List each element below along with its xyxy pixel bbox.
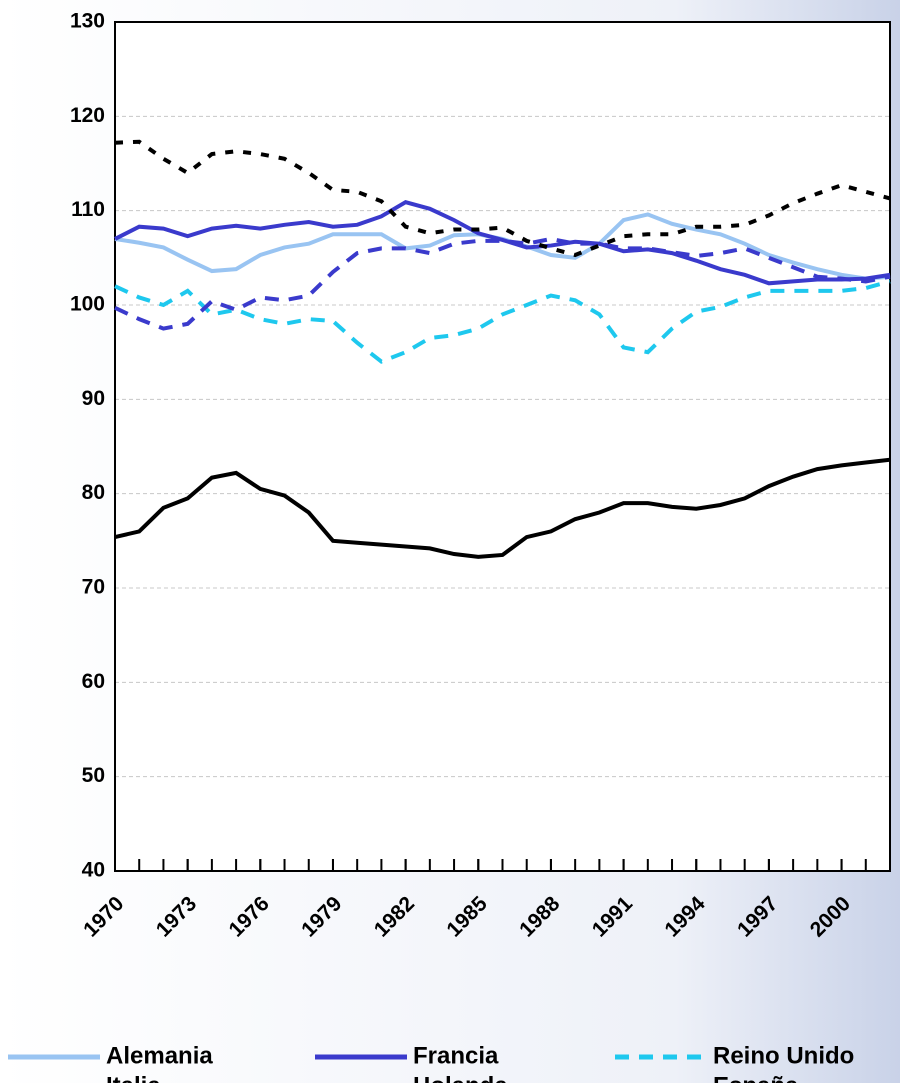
series-line: [114, 236, 891, 331]
y-tick-label: 50: [82, 764, 105, 787]
plot-area: [115, 22, 890, 871]
series-line: [114, 139, 891, 258]
legend-label: Italia: [106, 1072, 161, 1083]
y-tick-label: 70: [82, 576, 105, 599]
series-line: [114, 279, 891, 364]
y-tick-label: 120: [70, 104, 105, 127]
y-tick-label: 80: [82, 481, 105, 504]
series-line: [114, 200, 891, 286]
y-tick-label: 60: [82, 670, 105, 693]
y-tick-label: 40: [82, 859, 105, 882]
y-tick-label: 90: [82, 387, 105, 410]
y-tick-label: 100: [70, 293, 105, 316]
legend-label: Francia: [413, 1042, 499, 1069]
legend-label: Reino Unido: [713, 1042, 854, 1069]
series-line: [114, 457, 891, 559]
y-tick-label: 110: [71, 198, 105, 221]
legend-label: Holanda: [413, 1072, 508, 1083]
y-tick-label: 130: [70, 10, 105, 33]
legend-label: Alemania: [106, 1042, 213, 1069]
plot-frame: [114, 21, 891, 872]
legend-label: España: [713, 1072, 799, 1083]
